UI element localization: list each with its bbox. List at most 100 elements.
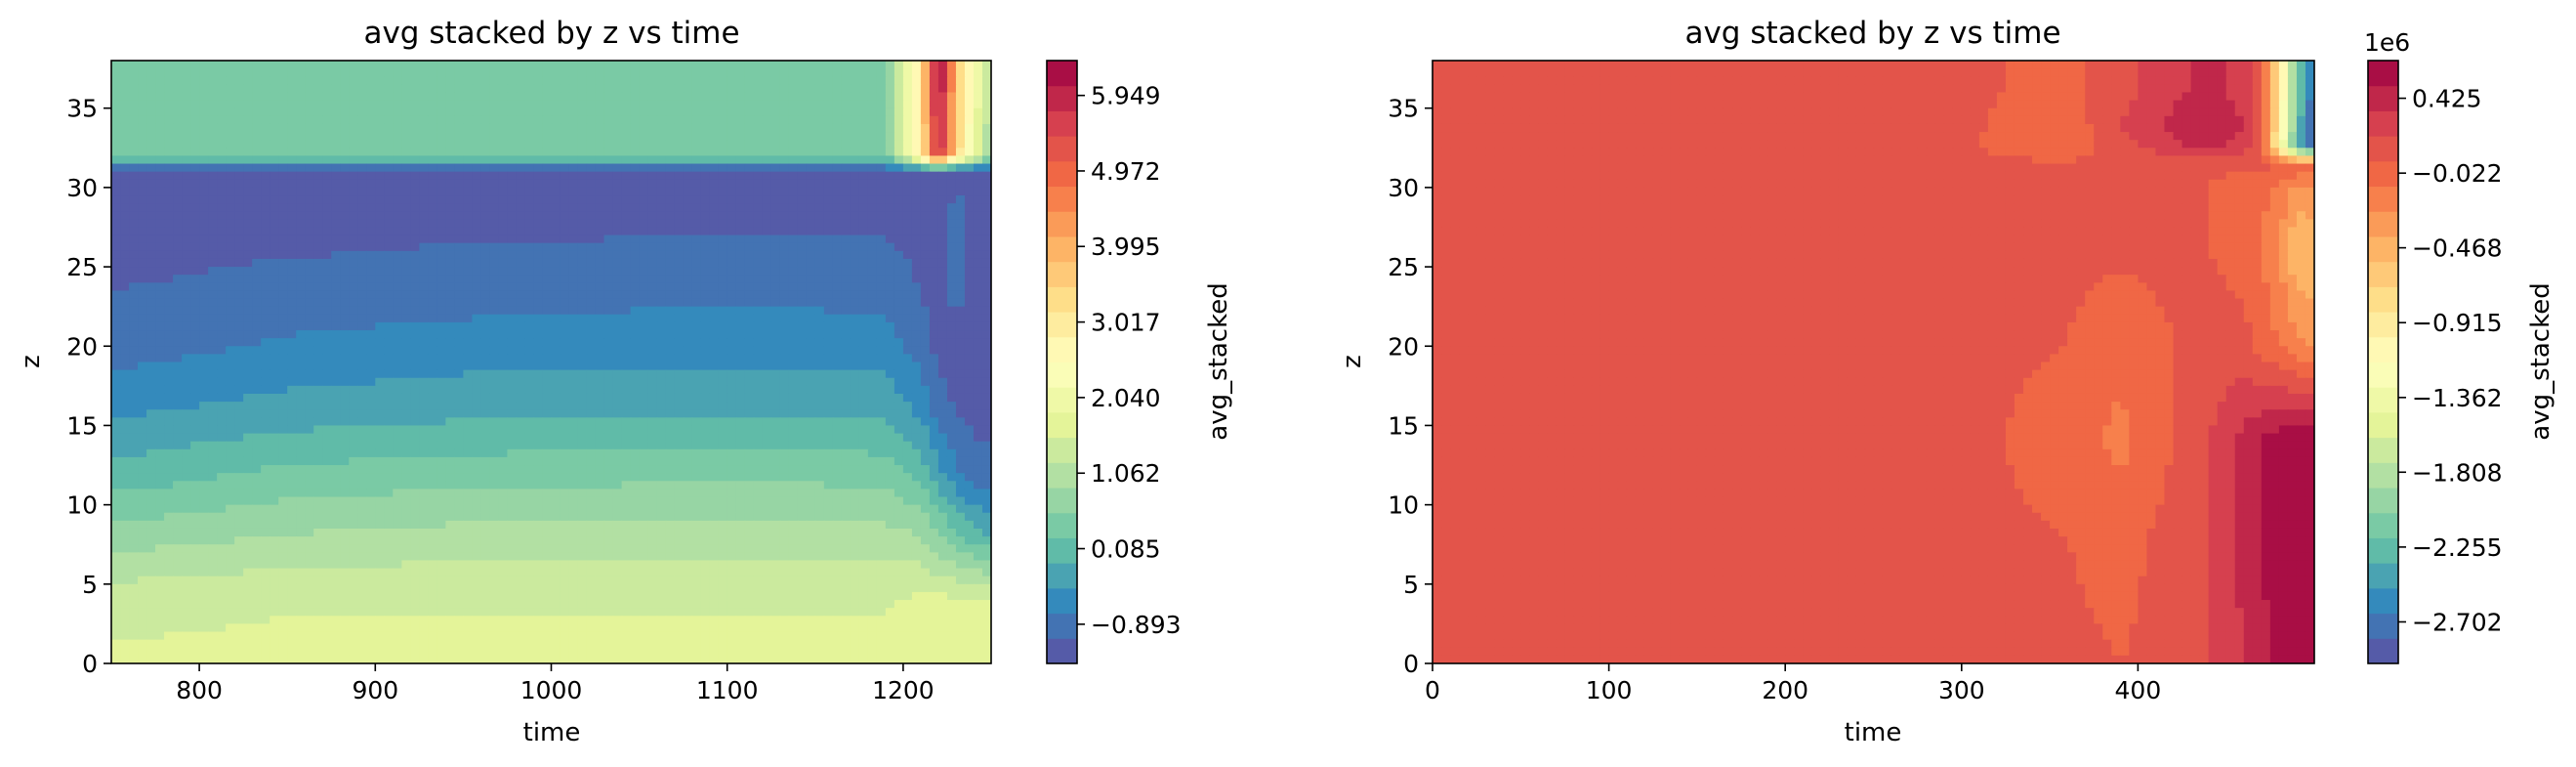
colorbar-tick-label: −2.702 <box>2412 608 2503 636</box>
chart-left-colorbar-label: avg_stacked <box>1204 282 1233 440</box>
chart-right-x-label: time <box>1845 718 1902 747</box>
colorbar-band <box>1047 312 1077 338</box>
chart-left: avg stacked by z vs time 800 900 1000 1100 1… <box>17 16 1233 747</box>
y-tick-label: 5 <box>82 571 98 599</box>
colorbar-band <box>2368 563 2398 589</box>
colorbar-band <box>2368 61 2398 87</box>
x-tick-label: 300 <box>1938 676 1985 704</box>
colorbar-band <box>2368 136 2398 162</box>
y-tick-label: 15 <box>1388 411 1419 440</box>
colorbar-band <box>1047 613 1077 639</box>
colorbar-band <box>1047 587 1077 615</box>
colorbar-tick-label: 1.062 <box>1091 459 1161 488</box>
y-tick-label: 20 <box>1388 332 1419 361</box>
chart-right-y-ticks: 0 5 10 15 20 25 30 35 <box>1388 95 1433 678</box>
chart-left-title: avg stacked by z vs time <box>363 16 739 51</box>
colorbar-band <box>2368 387 2398 413</box>
y-tick-label: 10 <box>66 491 98 520</box>
colorbar-band <box>2368 211 2398 237</box>
colorbar-tick-label: 0.425 <box>2412 85 2482 113</box>
colorbar-band <box>1047 235 1077 263</box>
colorbar-band <box>1047 362 1077 388</box>
chart-right-y-label: z <box>1338 355 1367 368</box>
colorbar-band <box>1047 61 1077 87</box>
colorbar-band <box>2368 638 2398 664</box>
chart-left-colorbar-frame <box>1046 60 1078 664</box>
chart-right-colorbar-label: avg_stacked <box>2526 282 2555 440</box>
colorbar-band <box>1047 85 1077 111</box>
colorbar-band <box>1047 261 1077 287</box>
chart-right: avg stacked by z vs time 0 100 200 300 400 0… <box>1338 16 2555 747</box>
colorbar-tick-label: −1.808 <box>2412 458 2503 487</box>
colorbar-band <box>1047 186 1077 212</box>
chart-left-heatmap <box>111 61 991 663</box>
x-tick-label: 900 <box>352 676 398 704</box>
y-tick-label: 35 <box>66 95 98 123</box>
y-tick-label: 0 <box>82 650 98 678</box>
colorbar-band <box>1047 563 1077 589</box>
x-tick-label: 1100 <box>696 676 759 704</box>
colorbar-band <box>1047 136 1077 162</box>
colorbar-tick-label: −2.255 <box>2412 533 2503 562</box>
colorbar-band <box>2368 462 2398 489</box>
chart-right-colorbar-offset: 1e6 <box>2364 28 2410 57</box>
colorbar-tick-label: 3.995 <box>1091 233 1161 261</box>
chart-left-x-label: time <box>523 718 581 747</box>
colorbar-band <box>1047 387 1077 413</box>
colorbar-band <box>1047 537 1077 564</box>
chart-left-y-label: z <box>17 355 46 368</box>
colorbar-band <box>2368 235 2398 263</box>
chart-right-title: avg stacked by z vs time <box>1684 16 2060 51</box>
colorbar-band <box>2368 613 2398 639</box>
chart-right-x-ticks: 0 100 200 300 400 <box>1425 663 2161 704</box>
colorbar-band <box>2368 186 2398 212</box>
chart-right-heatmap <box>1433 61 2314 663</box>
colorbar-tick-label: −0.893 <box>1091 611 1182 639</box>
colorbar-band <box>2368 587 2398 615</box>
colorbar-band <box>2368 336 2398 362</box>
colorbar-band <box>1047 488 1077 514</box>
colorbar-tick-label: −0.915 <box>2412 309 2503 337</box>
colorbar-band <box>1047 462 1077 489</box>
colorbar-tick-label: 5.949 <box>1091 82 1161 110</box>
colorbar-band <box>1047 110 1077 137</box>
colorbar-band <box>2368 537 2398 564</box>
chart-right-colorbar: −2.702 −2.255 −1.808 −1.362 −0.915 −0.468 −0.0… <box>2364 28 2555 664</box>
colorbar-band <box>2368 488 2398 514</box>
y-tick-label: 25 <box>1388 253 1419 281</box>
x-tick-label: 200 <box>1762 676 1808 704</box>
colorbar-tick-label: 3.017 <box>1091 309 1161 337</box>
colorbar-band <box>1047 437 1077 463</box>
colorbar-band <box>1047 211 1077 237</box>
y-tick-label: 30 <box>66 174 98 202</box>
colorbar-band <box>2368 261 2398 287</box>
colorbar-band <box>1047 160 1077 188</box>
colorbar-band <box>2368 362 2398 388</box>
chart-right-frame <box>1432 60 2315 664</box>
y-tick-label: 5 <box>1403 571 1419 599</box>
x-tick-label: 1200 <box>872 676 935 704</box>
colorbar-tick-label: 2.040 <box>1091 384 1161 412</box>
x-tick-label: 400 <box>2115 676 2162 704</box>
colorbar-band <box>1047 286 1077 313</box>
y-tick-label: 25 <box>66 253 98 281</box>
chart-left-y-ticks: 0 5 10 15 20 25 30 35 <box>66 95 111 678</box>
chart-left-colorbar: −0.893 0.085 1.062 2.040 3.017 3.995 4.972 5.94… <box>1046 60 1233 664</box>
x-tick-label: 100 <box>1586 676 1633 704</box>
colorbar-band <box>2368 160 2398 188</box>
colorbar-band <box>2368 286 2398 313</box>
colorbar-tick-label: −0.468 <box>2412 234 2503 263</box>
colorbar-band <box>2368 110 2398 137</box>
colorbar-band <box>2368 512 2398 538</box>
y-tick-label: 15 <box>66 411 98 440</box>
colorbar-tick-label: 0.085 <box>1091 535 1161 564</box>
colorbar-tick-label: −0.022 <box>2412 159 2503 188</box>
chart-left-colorbar-ticks: −0.893 0.085 1.062 2.040 3.017 3.995 4.972 5.94… <box>1077 82 1182 639</box>
colorbar-band <box>1047 512 1077 538</box>
colorbar-band <box>2368 85 2398 111</box>
x-tick-label: 1000 <box>520 676 583 704</box>
y-tick-label: 0 <box>1403 650 1419 678</box>
colorbar-band <box>1047 336 1077 362</box>
y-tick-label: 20 <box>66 332 98 361</box>
